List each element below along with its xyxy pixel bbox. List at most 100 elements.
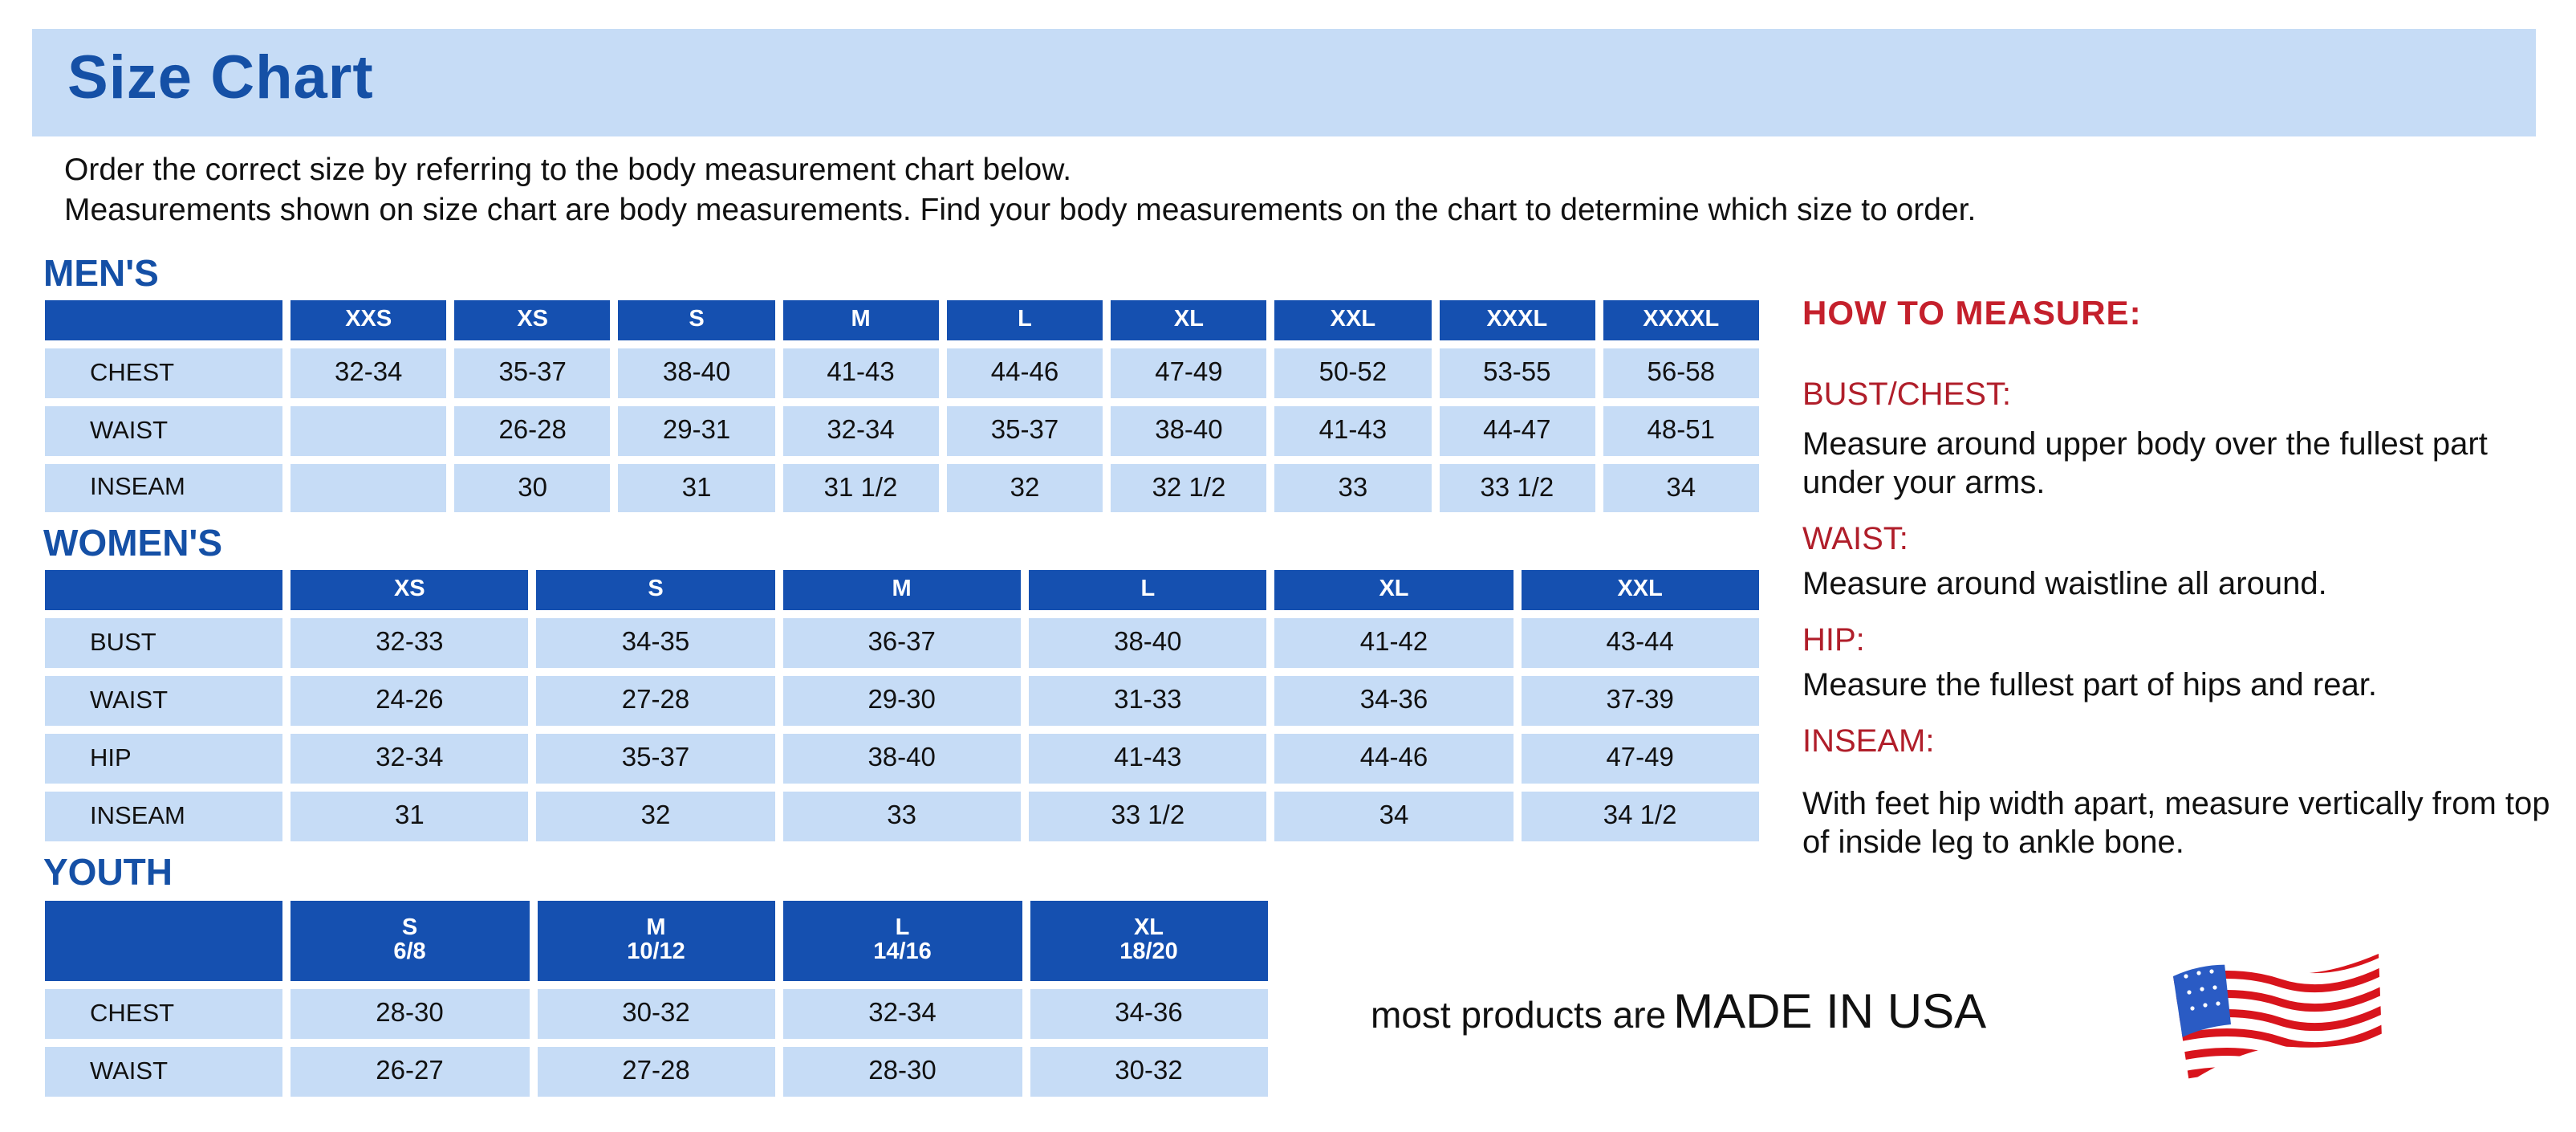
size-range: 6/8 — [393, 939, 426, 965]
size-header-xl: XL — [1111, 300, 1267, 340]
measurement-cell: 44-46 — [1274, 734, 1514, 784]
measurement-cell: 56-58 — [1603, 348, 1759, 398]
measurement-cell: 34-36 — [1274, 676, 1514, 726]
measure-text-chest: Measure around upper body over the fulle… — [1802, 427, 2488, 501]
row-label-hip: HIP — [45, 734, 282, 784]
measurement-cell: 32-34 — [782, 406, 939, 456]
measurement-cell: 50-52 — [1274, 348, 1432, 398]
measurement-cell: 33 — [782, 792, 1021, 841]
size-header-xl: XL — [1274, 570, 1514, 610]
measurement-cell: 34 1/2 — [1521, 792, 1759, 841]
measurement-cell: 28-30 — [783, 1047, 1022, 1097]
size-header-xxxxl: XXXXL — [1603, 300, 1759, 340]
measure-heading-inseam: INSEAM: — [1802, 724, 1935, 759]
row-label-waist: WAIST — [45, 676, 282, 726]
size-header-xxs: XXS — [291, 300, 447, 340]
mens-table: XXS XS S M L XL XXL XXXL XXXXL CHEST 32-34 35-37 38-… — [45, 300, 1759, 512]
measurement-cell: 38-40 — [618, 348, 775, 398]
measure-heading-hip: HIP: — [1802, 623, 1865, 658]
size-header-xl: XL 18/20 — [1030, 901, 1268, 981]
size-header-xxxl: XXXL — [1439, 300, 1595, 340]
size-range: 14/16 — [873, 939, 932, 965]
youth-table: S 6/8 M 10/12 L 14/16 XL 18/20 CHEST 28-30 30-32 32… — [45, 901, 1268, 1097]
intro-line-2: Measurements shown on size chart are bod… — [64, 193, 1977, 228]
measurement-cell: 32-34 — [291, 734, 529, 784]
measurement-cell: 24-26 — [291, 676, 529, 726]
measurement-cell: 30-32 — [537, 989, 775, 1039]
measurement-cell: 41-42 — [1274, 618, 1514, 668]
measurement-cell: 36-37 — [782, 618, 1021, 668]
measure-text-hip: Measure the fullest part of hips and rea… — [1802, 668, 2377, 703]
measurement-cell — [291, 464, 447, 512]
size-header-xxl: XXL — [1274, 300, 1432, 340]
size-header-xs: XS — [291, 570, 529, 610]
size-label: L — [895, 914, 910, 941]
measurement-cell: 38-40 — [1111, 406, 1267, 456]
measurement-cell: 38-40 — [1028, 618, 1267, 668]
size-header-m: M 10/12 — [537, 901, 775, 981]
measurement-cell: 34-35 — [536, 618, 775, 668]
size-range: 10/12 — [627, 939, 685, 965]
measurement-cell: 53-55 — [1439, 348, 1595, 398]
measurement-cell: 41-43 — [1274, 406, 1432, 456]
measure-heading-chest: BUST/CHEST: — [1802, 377, 2012, 413]
measurement-cell: 33 1/2 — [1028, 792, 1267, 841]
measure-text-inseam: With feet hip width apart, measure verti… — [1802, 787, 2550, 861]
measurement-cell: 34 — [1603, 464, 1759, 512]
measurement-cell: 41-43 — [782, 348, 939, 398]
measurement-cell: 35-37 — [454, 348, 611, 398]
measurement-cell: 31 1/2 — [782, 464, 939, 512]
measurement-cell: 29-31 — [618, 406, 775, 456]
measurement-cell: 33 — [1274, 464, 1432, 512]
size-header-s: S — [618, 300, 775, 340]
size-header-m: M — [782, 300, 939, 340]
measurement-cell: 35-37 — [536, 734, 775, 784]
measurement-cell: 33 1/2 — [1439, 464, 1595, 512]
measurement-cell: 30 — [454, 464, 611, 512]
size-header-m: M — [782, 570, 1021, 610]
womens-title: WOMEN'S — [43, 522, 223, 564]
measurement-cell: 44-47 — [1439, 406, 1595, 456]
measurement-cell: 47-49 — [1521, 734, 1759, 784]
measurement-cell: 31-33 — [1028, 676, 1267, 726]
measurement-cell: 32 — [946, 464, 1103, 512]
size-label: XL — [1133, 914, 1164, 941]
measurement-cell: 34-36 — [1030, 989, 1268, 1039]
measurement-cell: 32-33 — [291, 618, 529, 668]
measurement-cell: 32-34 — [783, 989, 1022, 1039]
size-range: 18/20 — [1119, 939, 1178, 965]
size-header-xs: XS — [454, 300, 611, 340]
made-in-usa-emphasis: MADE IN USA — [1673, 986, 1987, 1039]
us-flag-icon — [2173, 954, 2382, 1082]
row-label-inseam: INSEAM — [45, 464, 282, 512]
measurement-cell: 26-28 — [454, 406, 611, 456]
measurement-cell: 30-32 — [1030, 1047, 1268, 1097]
measurement-cell: 41-43 — [1028, 734, 1267, 784]
measure-heading-waist: WAIST: — [1802, 522, 1908, 557]
row-label-chest: CHEST — [45, 989, 282, 1039]
size-header-l: L — [1028, 570, 1267, 610]
row-label-waist: WAIST — [45, 1047, 282, 1097]
size-label: S — [401, 914, 418, 941]
measurement-cell: 27-28 — [536, 676, 775, 726]
womens-table: XS S M L XL XXL BUST 32-33 34-35 36-37 38-40 41-42 4… — [45, 570, 1759, 841]
header-band — [32, 29, 2536, 136]
header-corner-cell — [45, 570, 282, 610]
how-to-measure-title: HOW TO MEASURE: — [1802, 295, 2142, 332]
size-header-s: S 6/8 — [291, 901, 529, 981]
measurement-cell: 32-34 — [291, 348, 447, 398]
measurement-cell: 32 — [536, 792, 775, 841]
youth-title: YOUTH — [43, 851, 173, 893]
measurement-cell: 26-27 — [291, 1047, 529, 1097]
measurement-cell: 34 — [1274, 792, 1514, 841]
row-label-chest: CHEST — [45, 348, 282, 398]
header-corner-cell — [45, 300, 282, 340]
row-label-inseam: INSEAM — [45, 792, 282, 841]
measurement-cell: 44-46 — [946, 348, 1103, 398]
row-label-bust: BUST — [45, 618, 282, 668]
measurement-cell: 35-37 — [946, 406, 1103, 456]
measurement-cell: 47-49 — [1111, 348, 1267, 398]
size-header-l: L 14/16 — [783, 901, 1022, 981]
measurement-cell: 28-30 — [291, 989, 529, 1039]
